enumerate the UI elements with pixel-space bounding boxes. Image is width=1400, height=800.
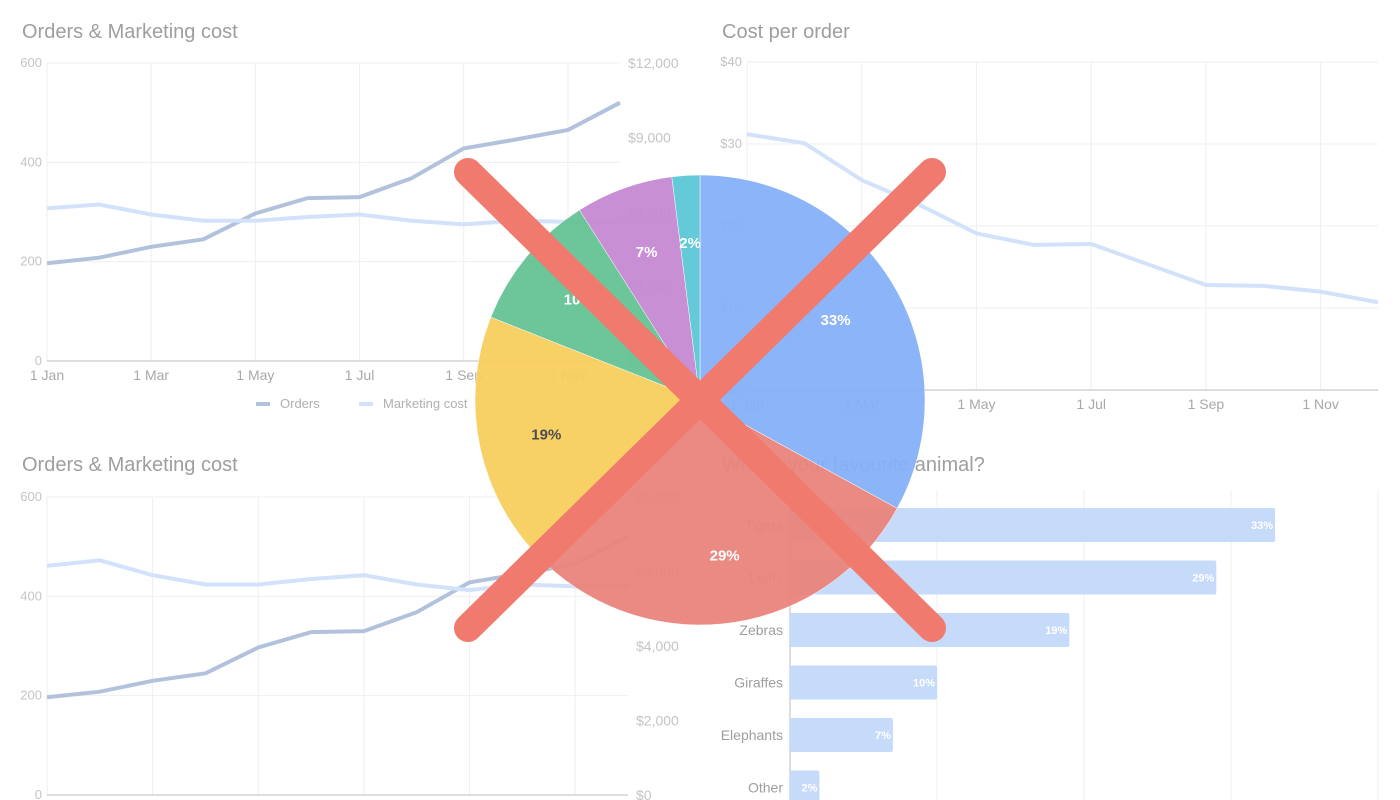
bar-value-label: 33%	[1251, 520, 1273, 532]
category-label: Elephants	[721, 727, 783, 743]
y-tick-label: 400	[20, 154, 42, 169]
category-label: Other	[748, 780, 783, 796]
x-tick-label: 1 Jul	[1076, 396, 1106, 412]
x-tick-label: 1 Sep	[1188, 396, 1225, 412]
x-tick-label: 1 Mar	[133, 367, 169, 383]
y-tick-label: 200	[20, 688, 42, 703]
y-tick-label: $30	[720, 136, 742, 151]
bar-other	[790, 770, 820, 800]
category-label: Giraffes	[734, 675, 783, 691]
category-label: Zebras	[739, 622, 783, 638]
pie-slice-zebras	[474, 316, 701, 565]
bar-value-label: 29%	[1192, 573, 1214, 585]
y-tick-label: 0	[35, 353, 42, 368]
pie-slice-label: 33%	[821, 312, 851, 329]
chart-title: Orders & Marketing cost	[22, 21, 238, 43]
legend-label: Orders	[280, 396, 320, 411]
y-tick-label: 600	[20, 489, 42, 504]
chart-title: Cost per order	[722, 21, 850, 43]
x-tick-label: 1 Nov	[1302, 396, 1339, 412]
y-right-tick-label: $12,000	[628, 55, 679, 71]
series-line-cost-per-order	[746, 132, 1379, 305]
pie-slice-label: 19%	[531, 426, 561, 443]
bar-elephants	[790, 718, 893, 752]
pie-slice-label: 29%	[710, 548, 740, 565]
y-right-tick-label: $9,000	[628, 130, 671, 146]
x-tick-label: 1 May	[957, 396, 995, 412]
y-tick-label: 200	[20, 254, 42, 269]
pie-slice-tigers	[699, 174, 926, 509]
x-tick-label: 1 Sep	[445, 367, 482, 383]
chart-title: Orders & Marketing cost	[22, 454, 238, 476]
cross-out-icon	[454, 158, 946, 642]
y-tick-label: 0	[35, 787, 42, 800]
cross-stroke	[454, 158, 946, 642]
bar-value-label: 19%	[1045, 625, 1067, 637]
bar-value-label: 2%	[801, 783, 817, 795]
bar-value-label: 7%	[875, 730, 891, 742]
pie-slice-other	[671, 174, 701, 401]
bar-value-label: 10%	[913, 678, 935, 690]
pie-slice-label: 7%	[636, 244, 658, 261]
y-right-tick-label: $0	[636, 787, 652, 800]
y-tick-label: 600	[20, 55, 42, 70]
x-tick-label: 1 May	[236, 367, 274, 383]
pie-slice-label: 2%	[679, 235, 701, 252]
y-tick-label: $40	[720, 54, 742, 69]
bar-tigers	[790, 508, 1276, 542]
legend-label: Marketing cost	[383, 396, 468, 411]
x-tick-label: 1 Jan	[30, 367, 64, 383]
series-line-orders	[46, 100, 621, 266]
y-tick-label: 400	[20, 588, 42, 603]
bar-giraffes	[790, 665, 937, 700]
x-tick-label: 1 Jul	[345, 367, 375, 383]
y-right-tick-label: $4,000	[636, 638, 679, 654]
y-right-tick-label: $2,000	[636, 713, 679, 729]
